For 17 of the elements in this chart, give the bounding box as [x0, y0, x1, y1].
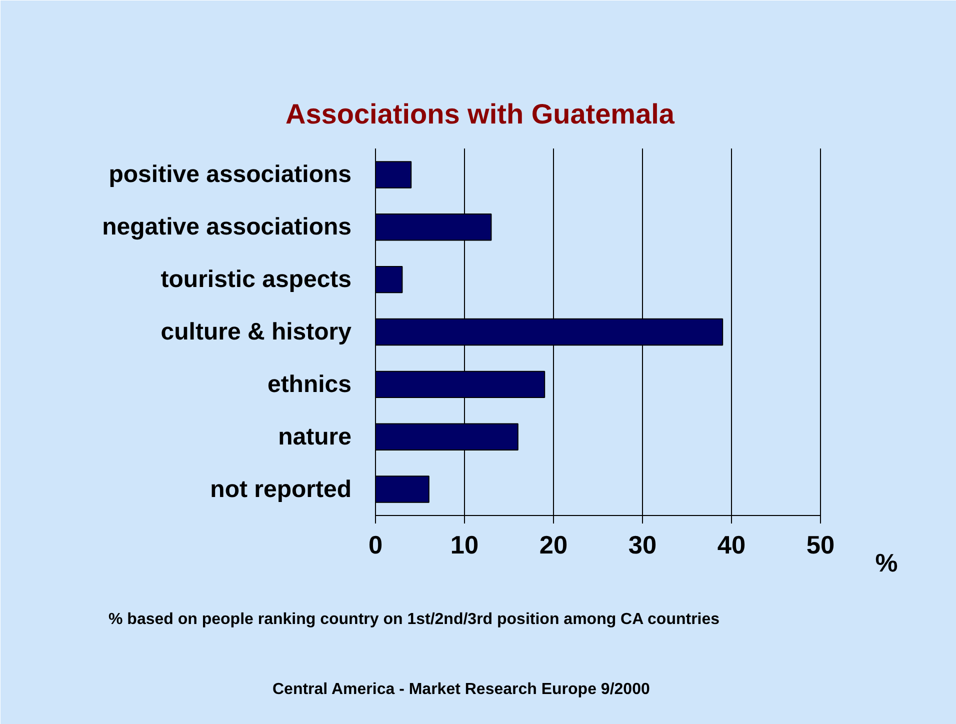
- x-tick-label: 10: [450, 532, 479, 560]
- y-tick-label: not reported: [210, 476, 352, 503]
- chart-title: Associations with Guatemala: [286, 98, 675, 130]
- x-axis-title: %: [875, 550, 898, 578]
- x-tick-label: 0: [368, 532, 383, 560]
- x-tick-label: 20: [539, 532, 568, 560]
- x-tick-label: 50: [806, 532, 835, 560]
- y-tick-label: positive associations: [108, 161, 352, 188]
- y-tick-label: nature: [278, 423, 352, 450]
- y-tick-label: touristic aspects: [160, 266, 352, 294]
- text: Central America - Market Research Europe 9/2000: [272, 681, 650, 698]
- y-tick-label: ethnics: [267, 370, 352, 398]
- y-tick-label: negative associations: [102, 214, 352, 241]
- y-tick-label: culture & history: [160, 318, 352, 346]
- text: % based on people ranking country on 1st/2nd/3rd position among CA countries: [108, 611, 720, 628]
- x-tick-label: 30: [628, 532, 657, 560]
- x-tick-label: 40: [717, 532, 746, 560]
